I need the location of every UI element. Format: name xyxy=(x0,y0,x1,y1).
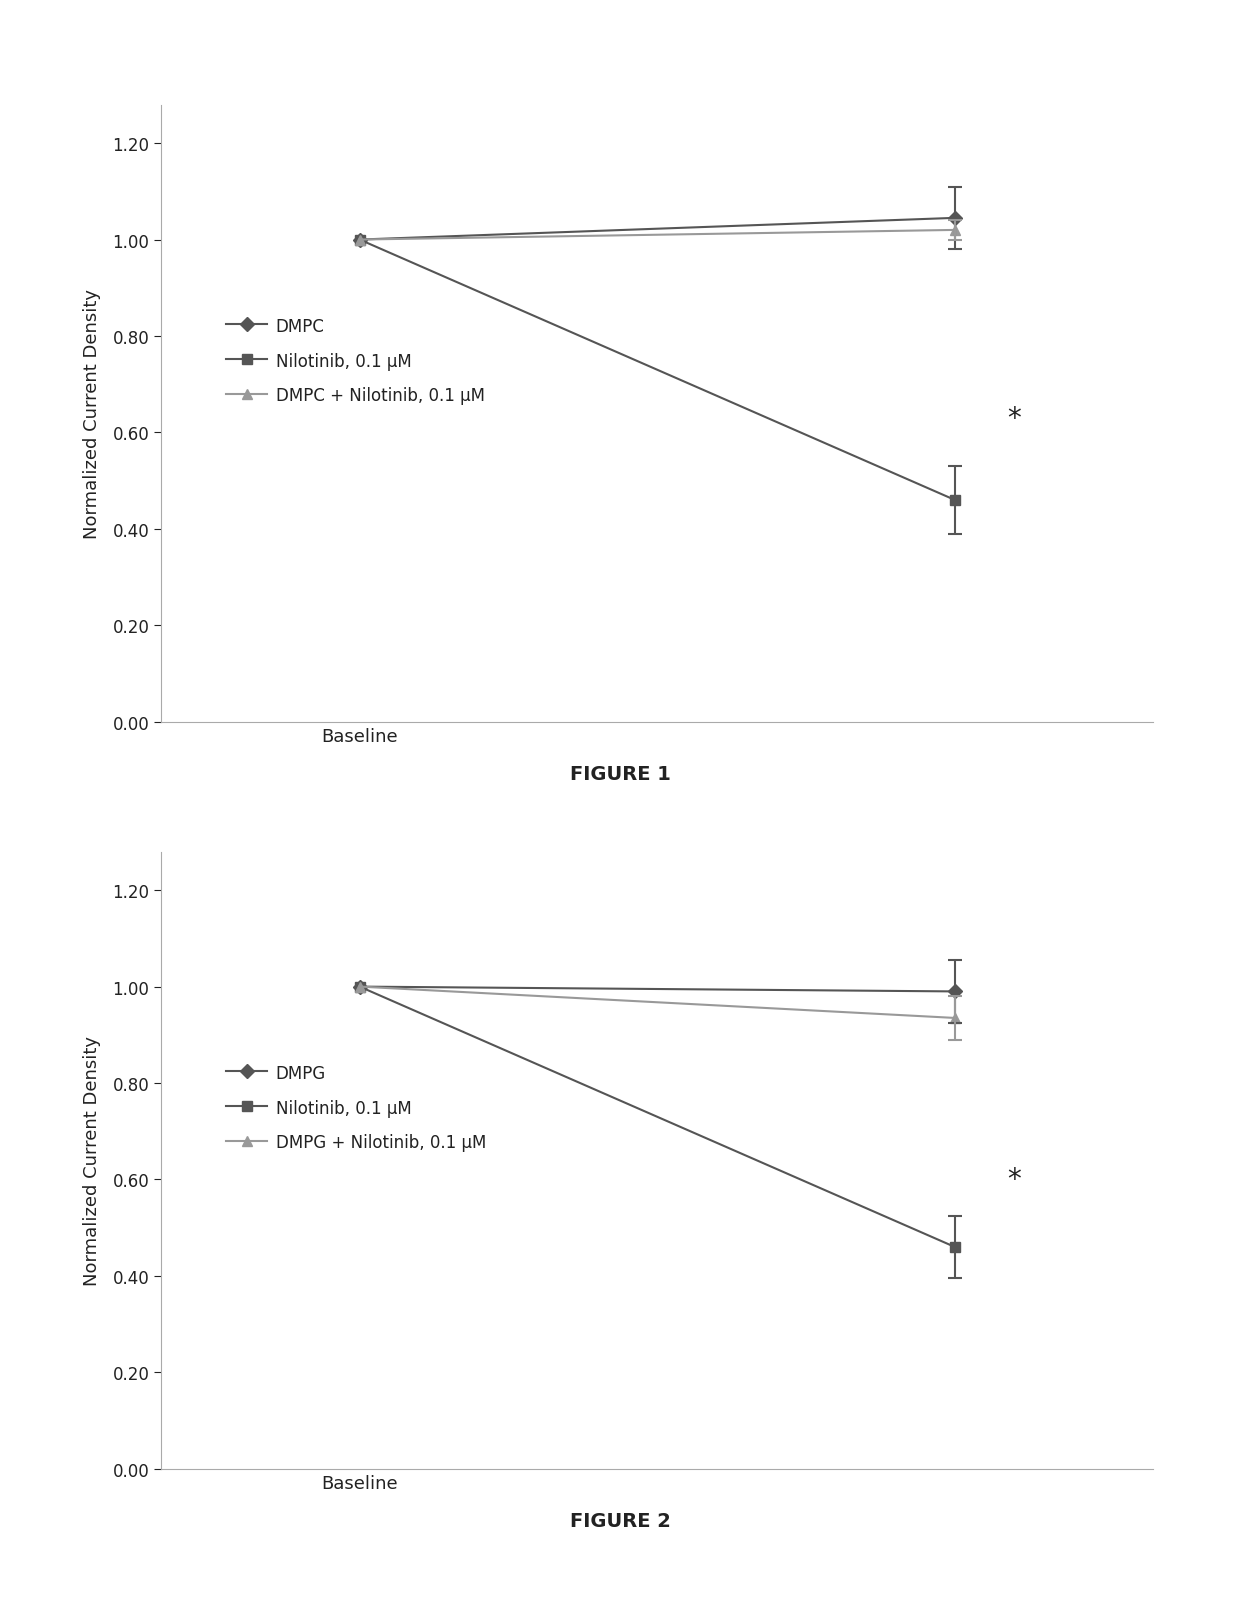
Text: *: * xyxy=(1007,404,1022,433)
Nilotinib, 0.1 μM xyxy=(352,230,367,250)
Line: Nilotinib, 0.1 μM: Nilotinib, 0.1 μM xyxy=(355,982,960,1251)
Nilotinib, 0.1 μM xyxy=(947,1237,962,1256)
Line: DMPC + Nilotinib, 0.1 μM: DMPC + Nilotinib, 0.1 μM xyxy=(355,226,960,245)
DMPG xyxy=(947,982,962,1001)
Nilotinib, 0.1 μM xyxy=(352,977,367,997)
DMPC + Nilotinib, 0.1 μM xyxy=(947,221,962,240)
Line: DMPG: DMPG xyxy=(355,982,960,997)
DMPC + Nilotinib, 0.1 μM xyxy=(352,230,367,250)
Text: FIGURE 2: FIGURE 2 xyxy=(569,1511,671,1530)
Y-axis label: Normalized Current Density: Normalized Current Density xyxy=(83,1035,102,1285)
Legend: DMPG, Nilotinib, 0.1 μM, DMPG + Nilotinib, 0.1 μM: DMPG, Nilotinib, 0.1 μM, DMPG + Nilotini… xyxy=(219,1058,492,1159)
Nilotinib, 0.1 μM xyxy=(947,490,962,510)
Line: Nilotinib, 0.1 μM: Nilotinib, 0.1 μM xyxy=(355,235,960,505)
DMPC xyxy=(352,230,367,250)
Legend: DMPC, Nilotinib, 0.1 μM, DMPC + Nilotinib, 0.1 μM: DMPC, Nilotinib, 0.1 μM, DMPC + Nilotini… xyxy=(219,312,491,412)
Text: FIGURE 1: FIGURE 1 xyxy=(569,764,671,784)
DMPG xyxy=(352,977,367,997)
Y-axis label: Normalized Current Density: Normalized Current Density xyxy=(83,289,102,539)
Text: *: * xyxy=(1007,1165,1022,1193)
DMPC xyxy=(947,209,962,229)
DMPG + Nilotinib, 0.1 μM xyxy=(352,977,367,997)
Line: DMPC: DMPC xyxy=(355,214,960,245)
DMPG + Nilotinib, 0.1 μM xyxy=(947,1008,962,1027)
Line: DMPG + Nilotinib, 0.1 μM: DMPG + Nilotinib, 0.1 μM xyxy=(355,982,960,1022)
